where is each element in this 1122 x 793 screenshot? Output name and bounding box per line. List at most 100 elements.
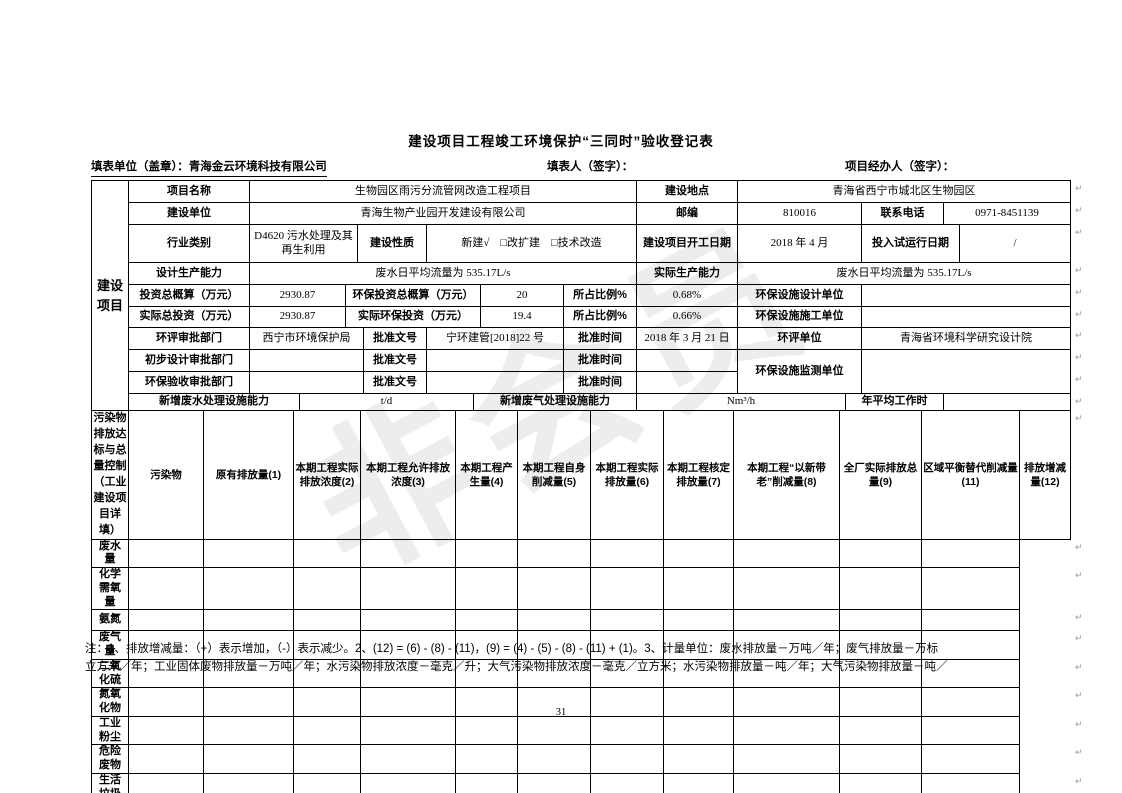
pollutant-row: 危险废物: [91, 744, 1071, 774]
row-end-mark: ↵: [1075, 205, 1083, 215]
field-value-proportion-1: 0.68%: [636, 284, 739, 307]
pollutant-empty-cell: [293, 566, 361, 611]
field-value-approval-doc-no-3: [426, 371, 564, 394]
field-label-env-facility-construction-unit: 环保设施施工单位: [737, 306, 863, 328]
pollutant-empty-cell: [128, 744, 204, 774]
pollutant-empty-cell: [733, 658, 840, 689]
pollutant-empty-cell: [128, 715, 204, 746]
field-value-postcode: 810016: [737, 202, 863, 225]
field-value-env-facility-monitoring-unit: [861, 349, 1072, 394]
pollutant-empty-cell: [839, 772, 922, 793]
page-number: 31: [555, 707, 567, 718]
pollutant-col-header: 原有排放量(1): [203, 410, 294, 540]
pollutant-empty-cell: [455, 687, 518, 717]
pollutant-table: 污染物排放达标与总量控制（工业建设项目详填） 污染物 原有排放量(1) 本期工程实际…: [91, 410, 1071, 793]
field-label-industry-category: 行业类别: [128, 224, 250, 263]
field-value-approval-time-1: 2018 年 3 月 21 日: [636, 327, 739, 350]
row-end-mark: ↵: [1075, 747, 1083, 757]
field-label-env-facility-monitoring-unit: 环保设施监测单位: [737, 349, 863, 394]
row-end-mark: ↵: [1075, 570, 1083, 580]
pollutant-empty-cell: [590, 566, 664, 611]
pollutant-col-header: 本期工程实际排放浓度(2): [293, 410, 361, 540]
row-end-mark: ↵: [1075, 374, 1083, 384]
field-label-design-capacity: 设计生产能力: [128, 262, 250, 285]
field-value-approval-time-2: [636, 349, 739, 372]
fill-unit-label: 填表单位（盖章）：青海金云环境科技有限公司: [91, 158, 327, 177]
pollutant-empty-cell: [921, 687, 1020, 717]
pollutant-row: 工业粉尘: [91, 715, 1071, 746]
field-label-actual-total-investment: 实际总投资（万元）: [128, 306, 250, 328]
pollutant-empty-cell: [921, 772, 1020, 793]
field-value-phone: 0971-8451139: [943, 202, 1072, 225]
pollutant-empty-cell: [590, 630, 664, 660]
pollutant-empty-cell: [590, 715, 664, 746]
pollutant-empty-cell: [293, 772, 361, 793]
pollutant-name: 危险废物: [91, 744, 129, 774]
pollutant-empty-cell: [733, 538, 840, 568]
field-value-trial-run-date: /: [959, 224, 1072, 263]
project-info-table: 建设项目 项目名称 生物园区雨污分流管网改造工程项目 建设地点 青海省西宁市城北…: [91, 180, 1072, 411]
pollutant-empty-cell: [360, 538, 456, 568]
row-end-mark: ↵: [1075, 396, 1083, 406]
pollutant-empty-cell: [203, 566, 294, 611]
row-end-mark: ↵: [1075, 776, 1083, 786]
pollutant-empty-cell: [517, 538, 591, 568]
pollutant-col-header: 本期工程产生量(4): [455, 410, 518, 540]
pollutant-empty-cell: [663, 538, 734, 568]
pollutant-empty-cell: [517, 630, 591, 660]
field-label-eia-approval-dept: 环评审批部门: [128, 327, 250, 350]
pollutant-empty-cell: [293, 538, 361, 568]
pollutant-empty-cell: [663, 630, 734, 660]
pollutant-col-header: 污染物: [128, 410, 204, 540]
pollutant-name: 氨氮: [91, 609, 129, 632]
field-value-env-facility-construction-unit: [861, 306, 1072, 328]
field-label-approval-time-2: 批准时间: [562, 349, 638, 372]
pollutant-empty-cell: [455, 715, 518, 746]
pollutant-name: 工业粉尘: [91, 715, 129, 746]
field-value-actual-env-investment: 19.4: [480, 306, 564, 328]
pollutant-row: 废气量: [91, 630, 1071, 660]
field-value-approval-doc-no-2: [426, 349, 564, 372]
pollutant-empty-cell: [293, 630, 361, 660]
pollutant-empty-cell: [921, 566, 1020, 611]
pollutant-empty-cell: [360, 772, 456, 793]
field-value-approval-doc-no-1: 宁环建管[2018]22 号: [426, 327, 564, 350]
field-label-approval-doc-no-3: 批准文号: [363, 371, 427, 394]
field-label-env-investment-estimate: 环保投资总概算（万元）: [345, 284, 481, 307]
field-value-total-investment-estimate: 2930.87: [249, 284, 346, 307]
field-label-new-waste-gas-capacity: 新增废气处理设施能力: [472, 393, 638, 411]
field-label-project-name: 项目名称: [128, 180, 250, 203]
field-label-postcode: 邮编: [636, 202, 739, 225]
field-label-phone: 联系电话: [861, 202, 945, 225]
field-label-new-wastewater-capacity: 新增废水处理设施能力: [128, 393, 300, 411]
field-label-annual-working-hours: 年平均工作时: [845, 393, 945, 411]
row-end-mark: ↵: [1075, 690, 1083, 700]
field-value-approval-time-3: [636, 371, 739, 394]
field-value-proportion-2: 0.66%: [636, 306, 739, 328]
field-label-env-acceptance-approval-dept: 环保验收审批部门: [128, 371, 250, 394]
field-label-approval-doc-no-2: 批准文号: [363, 349, 427, 372]
field-value-start-date: 2018 年 4 月: [737, 224, 863, 263]
pollutant-empty-cell: [839, 744, 922, 774]
field-value-new-waste-gas-capacity-unit: Nm³/h: [636, 393, 847, 411]
pollutant-empty-cell: [590, 744, 664, 774]
field-label-start-date: 建设项目开工日期: [636, 224, 739, 263]
pollutant-empty-cell: [517, 715, 591, 746]
field-value-actual-total-investment: 2930.87: [249, 306, 346, 328]
field-value-actual-capacity: 废水日平均流量为 535.17L/s: [737, 262, 1072, 285]
pollutant-empty-cell: [839, 609, 922, 632]
fill-person-label: 填表人（签字）：: [547, 161, 634, 173]
field-label-approval-time-1: 批准时间: [562, 327, 638, 350]
footnote-line-2: 立方米／年；工业固体废物排放量－万吨／年；水污染物排放浓度－毫克／升；大气污染物…: [85, 660, 948, 673]
pollutant-empty-cell: [455, 609, 518, 632]
pollutant-empty-cell: [663, 658, 734, 689]
row-end-mark: ↵: [1075, 633, 1083, 643]
pollutant-row: 生活垃圾: [91, 772, 1071, 793]
field-label-proportion-2: 所占比例%: [562, 306, 638, 328]
section-label-pollutant-control: 污染物排放达标与总量控制（工业建设项目详填）: [91, 410, 129, 540]
field-value-env-investment-estimate: 20: [480, 284, 564, 307]
field-label-approval-time-3: 批准时间: [562, 371, 638, 394]
field-value-env-acceptance-approval-dept: [249, 371, 364, 394]
pollutant-empty-cell: [203, 744, 294, 774]
pollutant-empty-cell: [360, 744, 456, 774]
